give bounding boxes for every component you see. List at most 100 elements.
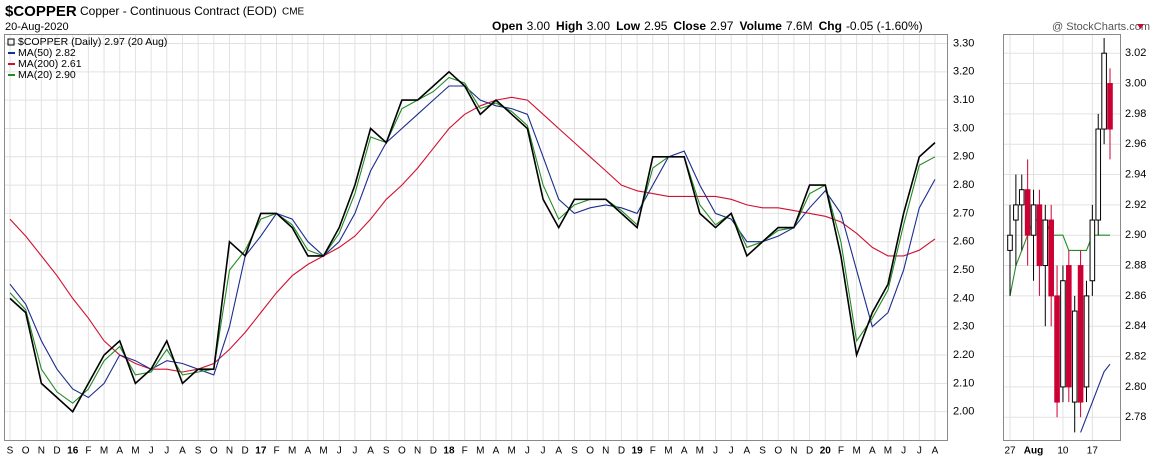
x-tick-label: N bbox=[226, 446, 233, 457]
y-tick-label: 3.30 bbox=[953, 37, 974, 49]
x-tick-label: S bbox=[571, 446, 578, 457]
quote-value: 7.6M bbox=[786, 19, 813, 33]
candle-body bbox=[1036, 204, 1043, 267]
date: 20-Aug-2020 bbox=[5, 21, 69, 33]
quote-value: 2.95 bbox=[644, 19, 668, 33]
ma-line bbox=[9, 96, 936, 373]
x-tick-label: M bbox=[131, 446, 139, 457]
y-tick-label: 2.80 bbox=[1125, 381, 1146, 393]
x-tick-label: A bbox=[305, 446, 312, 457]
x-tick-label: 17 bbox=[255, 446, 267, 457]
x-tick-label: J bbox=[352, 446, 357, 457]
quote-label: Volume bbox=[739, 19, 782, 33]
x-tick-label: O bbox=[586, 446, 594, 457]
symbol: $COPPER bbox=[5, 3, 77, 20]
quote-value: 3.00 bbox=[587, 19, 611, 33]
x-tick-label: F bbox=[85, 446, 91, 457]
legend-label: MA(20) 2.90 bbox=[18, 69, 76, 81]
x-tick-label: 10 bbox=[1057, 446, 1069, 457]
candle-body bbox=[1024, 189, 1031, 236]
quote-label: Chg bbox=[819, 19, 842, 33]
quote-label: Open bbox=[492, 19, 523, 33]
x-tick-label: A bbox=[179, 446, 186, 457]
x-tick-label: N bbox=[414, 446, 421, 457]
x-tick-label: D bbox=[618, 446, 625, 457]
x-tick-label: A bbox=[744, 446, 751, 457]
x-tick-label: J bbox=[164, 446, 169, 457]
y-tick-label: 3.00 bbox=[1125, 77, 1146, 89]
candle-body bbox=[1083, 295, 1090, 388]
x-tick-label: A bbox=[681, 446, 688, 457]
y-tick-label: 2.84 bbox=[1125, 320, 1146, 332]
x-tick-label: O bbox=[22, 446, 30, 457]
candle-body bbox=[1095, 128, 1102, 221]
main-frame bbox=[4, 34, 948, 441]
y-tick-label: 2.40 bbox=[953, 292, 974, 304]
y-tick-label: 2.96 bbox=[1125, 138, 1146, 150]
x-tick-label: D bbox=[806, 446, 813, 457]
x-tick-label: F bbox=[838, 446, 844, 457]
x-tick-label: 20 bbox=[820, 446, 832, 457]
x-tick-label: J bbox=[917, 446, 922, 457]
x-tick-label: F bbox=[462, 446, 468, 457]
instrument-name: Copper - Continuous Contract (EOD) bbox=[80, 4, 277, 18]
x-tick-label: A bbox=[869, 446, 876, 457]
quote-label: Low bbox=[616, 19, 641, 33]
y-tick-label: 2.86 bbox=[1125, 290, 1146, 302]
x-tick-label: A bbox=[493, 446, 500, 457]
x-tick-label: D bbox=[430, 446, 437, 457]
y-tick-label: 3.00 bbox=[953, 122, 974, 134]
y-tick-label: 2.78 bbox=[1125, 411, 1146, 423]
legend-label: $COPPER (Daily) 2.97 (20 Aug) bbox=[18, 36, 167, 48]
candle-body bbox=[1054, 295, 1060, 403]
x-tick-label: D bbox=[53, 446, 60, 457]
y-tick-label: 2.94 bbox=[1125, 168, 1146, 180]
x-tick-label: J bbox=[525, 446, 530, 457]
x-tick-label: J bbox=[541, 446, 546, 457]
ma-line bbox=[1080, 363, 1111, 433]
x-tick-label: M bbox=[852, 446, 860, 457]
x-tick-label: J bbox=[149, 446, 154, 457]
down-arrow bbox=[1137, 24, 1144, 29]
price-line bbox=[9, 70, 936, 413]
x-tick-label: M bbox=[319, 446, 327, 457]
quote-line: Open 3.00 High 3.00 Low 2.95 Close 2.97 Volume 7.… bbox=[492, 19, 923, 33]
x-tick-label: Aug bbox=[1024, 446, 1043, 457]
x-tick-label: F bbox=[273, 446, 279, 457]
y-tick-label: 2.10 bbox=[953, 377, 974, 389]
candle-body bbox=[1071, 310, 1078, 403]
x-tick-label: N bbox=[38, 446, 45, 457]
candle-body bbox=[1007, 234, 1013, 251]
quote-label: Close bbox=[673, 19, 706, 33]
x-tick-label: O bbox=[774, 446, 782, 457]
y-tick-label: 2.00 bbox=[953, 406, 974, 418]
x-tick-label: D bbox=[242, 446, 249, 457]
x-tick-label: M bbox=[508, 446, 516, 457]
candle-body bbox=[1030, 204, 1037, 236]
x-tick-label: J bbox=[901, 446, 906, 457]
ma-line bbox=[9, 85, 936, 399]
x-tick-label: J bbox=[337, 446, 342, 457]
x-tick-label: 27 bbox=[1004, 446, 1016, 457]
candle-body bbox=[1107, 83, 1113, 130]
quote-value: 3.00 bbox=[527, 19, 551, 33]
side-frame bbox=[1003, 34, 1121, 441]
y-tick-label: 2.98 bbox=[1125, 108, 1146, 120]
quote-label: High bbox=[556, 19, 583, 33]
y-tick-label: 3.02 bbox=[1125, 47, 1146, 59]
legend-label: MA(200) 2.61 bbox=[18, 58, 82, 70]
x-tick-label: 16 bbox=[67, 446, 79, 457]
candle-body bbox=[1060, 280, 1066, 388]
y-tick-label: 3.20 bbox=[953, 66, 974, 78]
x-tick-label: A bbox=[367, 446, 374, 457]
x-tick-label: S bbox=[7, 446, 14, 457]
x-tick-label: S bbox=[759, 446, 766, 457]
y-tick-label: 2.70 bbox=[953, 207, 974, 219]
x-tick-label: M bbox=[696, 446, 704, 457]
y-tick-label: 2.80 bbox=[953, 179, 974, 191]
exchange: CME bbox=[282, 7, 305, 18]
x-tick-label: J bbox=[729, 446, 734, 457]
candle-body bbox=[1048, 219, 1054, 297]
x-tick-label: A bbox=[555, 446, 562, 457]
